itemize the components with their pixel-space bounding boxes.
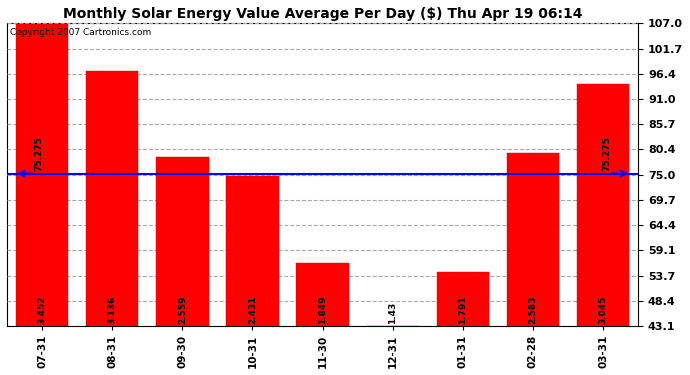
Bar (226, 176, 279, 326)
Text: 1.43: 1.43 (388, 302, 397, 324)
Bar (577, 84, 629, 326)
Text: 75.275: 75.275 (34, 136, 43, 171)
Text: 2.431: 2.431 (248, 296, 257, 324)
Bar (16, 24, 68, 326)
Bar (437, 272, 489, 326)
Text: 3.452: 3.452 (37, 296, 46, 324)
Title: Monthly Solar Energy Value Average Per Day ($) Thu Apr 19 06:14: Monthly Solar Energy Value Average Per D… (63, 7, 582, 21)
Text: Copyright 2007 Cartronics.com: Copyright 2007 Cartronics.com (10, 28, 151, 37)
Text: 1.849: 1.849 (318, 296, 327, 324)
Text: 2.559: 2.559 (178, 296, 187, 324)
Text: 75.275: 75.275 (602, 136, 611, 171)
Bar (506, 153, 560, 326)
Text: 3.136: 3.136 (108, 296, 117, 324)
Bar (86, 71, 139, 326)
Text: 2.583: 2.583 (529, 296, 538, 324)
Text: 3.045: 3.045 (599, 296, 608, 324)
Bar (296, 263, 349, 326)
Text: 1.791: 1.791 (458, 296, 467, 324)
Bar (156, 157, 208, 326)
